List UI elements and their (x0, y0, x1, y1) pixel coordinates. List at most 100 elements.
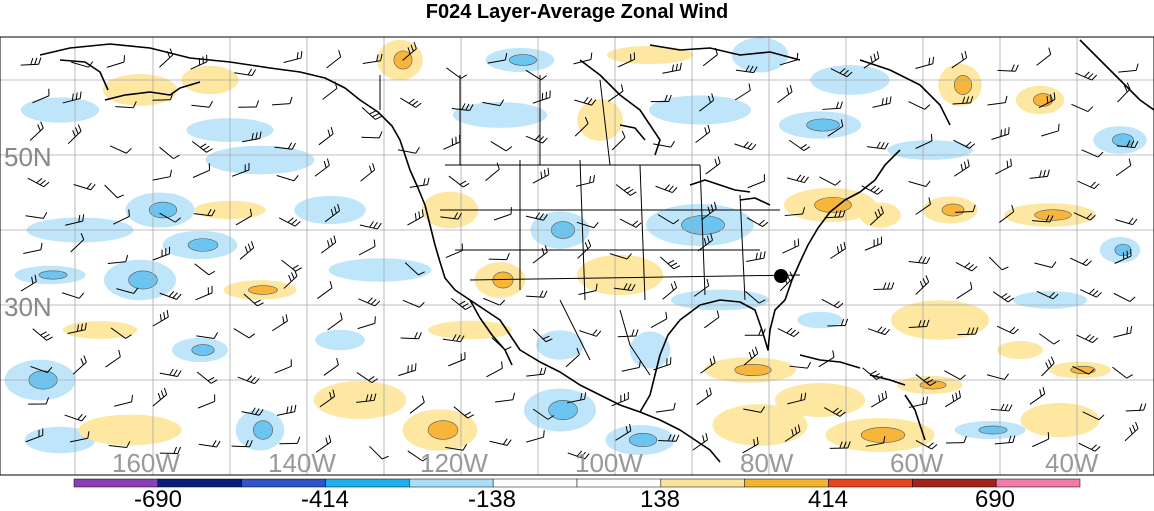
wind-barb (281, 259, 302, 272)
wind-barb (955, 262, 978, 272)
wind-anomaly-area (629, 331, 671, 369)
wind-barb (27, 177, 50, 188)
wind-barb (490, 141, 513, 152)
wind-barb (324, 204, 341, 223)
wind-anomaly-core (1033, 93, 1053, 107)
wind-barb (824, 210, 846, 219)
wind-barb (106, 55, 126, 68)
wind-barb (746, 217, 769, 227)
wind-barb (1036, 290, 1059, 300)
wind-barb (198, 440, 221, 448)
wind-barb (70, 232, 85, 253)
wind-anomaly-area (576, 254, 664, 296)
wind-barb (234, 68, 257, 77)
wind-barb (402, 299, 425, 308)
wind-anomaly-core (1112, 133, 1134, 147)
wind-barb (107, 254, 129, 264)
wind-barb (611, 130, 626, 151)
wind-barb (402, 41, 417, 61)
wind-barb (108, 441, 131, 449)
wind-anomaly-core (628, 432, 658, 448)
wind-barb (487, 53, 508, 64)
wind-barb (359, 221, 382, 230)
wind-barb (618, 52, 636, 68)
wind-barb (271, 96, 293, 106)
wind-barb (190, 54, 208, 70)
wind-barb (356, 393, 377, 403)
wind-anomaly-area (606, 45, 694, 65)
wind-barb (231, 163, 250, 177)
colorbar-label: 414 (808, 486, 848, 511)
wind-barb (1041, 356, 1055, 377)
wind-barb (446, 67, 468, 79)
wind-barb (1125, 403, 1147, 412)
wind-barb (653, 140, 675, 148)
wind-barb (951, 50, 968, 69)
wind-barb (915, 56, 935, 70)
wind-barb (526, 290, 548, 298)
wind-barb (650, 94, 672, 103)
wind-barb (944, 390, 961, 408)
wind-barb (32, 328, 53, 341)
wind-barb (653, 357, 672, 371)
wind-barb (356, 372, 378, 384)
wind-barb (67, 322, 87, 335)
wind-anomaly-area (78, 414, 182, 446)
lat-lon-grid (0, 37, 1154, 475)
wind-barb (1032, 432, 1050, 448)
wind-anomaly-area (294, 195, 366, 225)
wind-barb (577, 239, 592, 259)
wind-barb (573, 52, 593, 65)
wind-barb (743, 346, 759, 366)
wind-barb (191, 141, 213, 153)
wind-anomaly-core (187, 238, 219, 252)
wind-barb (360, 163, 376, 182)
wind-barb (999, 204, 1015, 223)
wind-barb (1036, 47, 1052, 66)
wind-barb (159, 146, 180, 160)
wind-barb (908, 319, 930, 328)
wind-barb (786, 174, 809, 184)
wind-barb (489, 438, 512, 446)
wind-barb (578, 283, 598, 296)
wind-anomaly-area (428, 320, 512, 340)
wind-barb (1078, 442, 1101, 452)
colorbar-label: -414 (301, 486, 349, 511)
wind-barb (71, 61, 94, 68)
map-frame (0, 36, 1154, 476)
wind-barb (20, 274, 37, 292)
wind-barb (1029, 169, 1050, 179)
wind-barb (443, 134, 461, 150)
wind-barb (611, 392, 629, 407)
wind-barb (662, 280, 678, 300)
wind-barb (159, 368, 182, 377)
wind-barb (822, 101, 843, 110)
wind-barb (574, 116, 589, 137)
wind-barb (319, 389, 336, 408)
wind-barb (532, 245, 548, 264)
wind-barb (197, 394, 216, 409)
wind-anomaly-area (577, 99, 623, 141)
wind-anomaly-area (452, 102, 548, 128)
wind-barb (491, 337, 512, 351)
wind-barb (986, 373, 1009, 380)
wind-barb (863, 51, 880, 69)
wind-barb (955, 204, 976, 213)
wind-barb (274, 359, 292, 374)
lon-label-160w: 160W (112, 448, 180, 478)
wind-barb (908, 101, 931, 110)
wind-barb (105, 349, 121, 368)
wind-barb (789, 139, 811, 152)
wind-anomaly-core (128, 270, 158, 290)
wind-barb (662, 62, 682, 74)
wind-barb (451, 297, 472, 310)
wind-anomaly-area (1020, 402, 1100, 438)
wind-barb (152, 387, 168, 407)
wind-barb (532, 328, 553, 343)
wind-barb (483, 297, 506, 306)
wind-barb (953, 139, 976, 149)
wind-barb (996, 325, 1019, 335)
wind-barb (115, 101, 137, 109)
wind-barb (827, 119, 844, 137)
wind-barb (1038, 92, 1056, 109)
